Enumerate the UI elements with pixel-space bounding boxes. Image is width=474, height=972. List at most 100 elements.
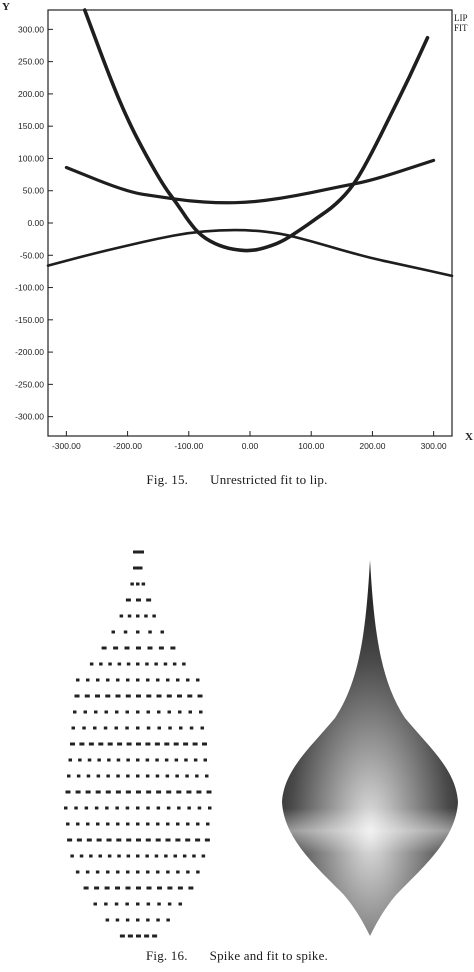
spike-point <box>139 566 143 570</box>
spike-point <box>136 774 140 778</box>
spike-point <box>65 790 71 794</box>
spike-point <box>86 774 91 778</box>
spike-point <box>165 774 170 778</box>
spike-point <box>75 870 80 874</box>
spike-point <box>79 854 84 858</box>
spike-point <box>136 838 141 842</box>
spike-point <box>157 902 161 906</box>
spike-point <box>98 854 102 858</box>
spike-point <box>177 806 181 810</box>
spike-point <box>83 710 87 714</box>
spike-point <box>173 742 179 746</box>
spike-point <box>203 758 207 762</box>
spike-point <box>95 694 100 698</box>
spike-point <box>106 774 110 778</box>
spike-point <box>200 726 204 730</box>
spike-point <box>117 742 123 746</box>
spike-point <box>146 710 150 714</box>
spike-point <box>86 678 90 682</box>
spike-point <box>193 758 198 762</box>
spike-point <box>84 694 90 698</box>
spike-point <box>182 854 187 858</box>
spike-point <box>197 806 202 810</box>
spike-point <box>156 806 161 810</box>
spike-point <box>177 886 183 890</box>
spike-point <box>185 838 191 842</box>
figure-15-caption: Fig. 15. Unrestricted fit to lip. <box>0 472 474 488</box>
spike-point <box>156 918 160 922</box>
spike-point <box>136 614 140 618</box>
spike-point <box>166 822 170 826</box>
spike-point <box>64 806 68 810</box>
spike-point <box>145 758 150 762</box>
spike-point <box>146 918 150 922</box>
spike-point <box>205 774 209 778</box>
spike-point <box>176 822 180 826</box>
spike-point <box>86 822 90 826</box>
spike-point <box>196 790 202 794</box>
spike-point <box>76 822 80 826</box>
spike-point <box>106 870 110 874</box>
spike-point <box>114 902 119 906</box>
spike-point <box>164 758 169 762</box>
spike-point <box>136 550 141 554</box>
spike-point <box>94 886 100 890</box>
series-line-3 <box>82 8 430 253</box>
spike-point <box>148 630 152 634</box>
spike-point <box>166 790 172 794</box>
series-line-2 <box>46 228 454 278</box>
spike-point <box>156 870 160 874</box>
spike-point <box>117 854 121 858</box>
spike-point <box>130 582 134 586</box>
spike-point <box>139 550 144 554</box>
figure-15-text: Unrestricted fit to lip. <box>210 472 328 487</box>
spike-point <box>136 646 141 650</box>
x-axis-letter: X <box>465 431 473 443</box>
spike-point-grid <box>64 550 212 938</box>
spike-point <box>155 838 161 842</box>
spike-point <box>155 758 159 762</box>
spike-point <box>156 822 160 826</box>
y-tick-label: 50.00 <box>23 186 45 196</box>
spike-point <box>175 774 179 778</box>
spike-point <box>98 742 104 746</box>
spike-point <box>136 806 140 810</box>
spike-point <box>136 886 141 890</box>
y-tick-label: -150.00 <box>15 315 44 325</box>
spike-point <box>136 742 141 746</box>
spike-point <box>177 694 182 698</box>
spike-point <box>136 758 140 762</box>
spike-point <box>108 662 112 666</box>
y-axis-letter: Y <box>2 1 10 13</box>
spike-point <box>167 886 173 890</box>
spike-point <box>183 742 189 746</box>
spike-point <box>154 662 158 666</box>
spike-point <box>208 806 212 810</box>
spike-point <box>107 854 112 858</box>
spike-point <box>116 838 122 842</box>
figure-16-text: Spike and fit to spike. <box>209 948 329 963</box>
spike-point <box>113 646 119 650</box>
spike-point <box>126 742 132 746</box>
spike-point <box>105 918 110 922</box>
y-tick-label: -200.00 <box>15 347 44 357</box>
figure-16-number: Fig. 16. <box>145 948 188 963</box>
spike-point <box>173 854 177 858</box>
spike-point <box>146 822 150 826</box>
spike-point <box>116 870 120 874</box>
spike-point <box>79 742 85 746</box>
spike-point <box>67 774 71 778</box>
spike-point <box>166 694 172 698</box>
spike-point <box>104 710 108 714</box>
spike-point <box>95 790 101 794</box>
spike-point <box>125 806 130 810</box>
spike-point <box>97 758 101 762</box>
spike-point <box>95 870 100 874</box>
spike-point <box>175 838 181 842</box>
spike-point <box>101 646 107 650</box>
spike-point <box>105 694 111 698</box>
y-tick-label: 250.00 <box>18 57 44 67</box>
spike-point <box>154 742 160 746</box>
spike-point <box>116 822 120 826</box>
spike-point <box>96 774 101 778</box>
